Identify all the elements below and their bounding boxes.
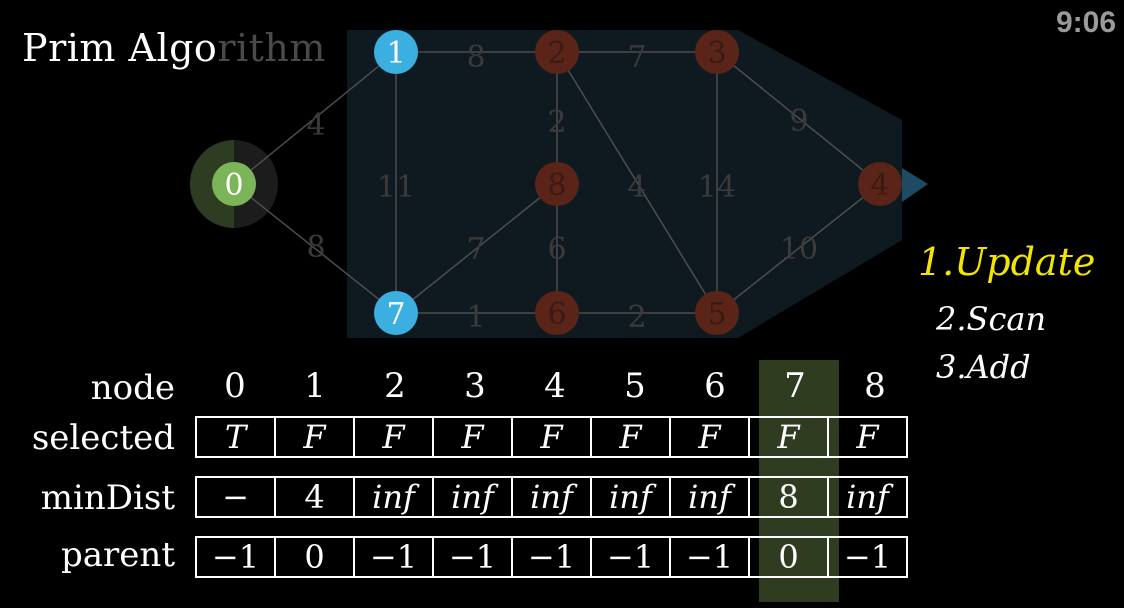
node-0: [212, 162, 256, 206]
edge-0-7: [233, 183, 397, 314]
node-2: [535, 30, 579, 74]
node-label-7: 7: [386, 297, 405, 332]
node-label-4: 4: [870, 168, 889, 203]
node-1: [374, 30, 418, 74]
mindist-cell: inf: [590, 476, 671, 518]
parent-cell: −1: [195, 536, 276, 578]
node-header-3: 3: [464, 366, 486, 406]
mindist-cell: inf: [827, 476, 908, 518]
parent-cell: −1: [353, 536, 434, 578]
node-group: 0 1 2 3 4 5 6 7 8: [212, 30, 902, 335]
edge-group: 4 8 8 11 7 2 4 9 14 10 2 1 6 7: [233, 40, 881, 335]
edge-weight-2-3: 7: [627, 40, 646, 75]
parent-cell: −1: [669, 536, 750, 578]
node-header-5: 5: [624, 366, 646, 406]
node-label-2: 2: [547, 36, 566, 71]
mindist-cell: inf: [353, 476, 434, 518]
parent-cell: −1: [432, 536, 513, 578]
node-header-1: 1: [304, 366, 326, 406]
selected-cell: F: [748, 416, 829, 458]
node-label-8: 8: [547, 168, 566, 203]
node-8: [535, 162, 579, 206]
edge-weight-1-7: 11: [377, 170, 415, 205]
node-header-0: 0: [224, 366, 246, 406]
node-header-8: 8: [864, 366, 886, 406]
selected-cell: T: [195, 416, 276, 458]
node-4: [858, 162, 902, 206]
step-update: 1.Update: [918, 240, 1096, 284]
mindist-cell: 4: [274, 476, 355, 518]
frontier-overlay: [347, 30, 902, 338]
edge-weight-3-4: 9: [789, 104, 808, 139]
node-label-0: 0: [224, 168, 243, 203]
node-6: [535, 291, 579, 335]
node-label-3: 3: [707, 36, 726, 71]
node-header-7: 7: [784, 366, 806, 406]
edge-7-8: [395, 183, 558, 314]
row-label-node: node: [90, 368, 175, 408]
edge-weight-0-1: 4: [306, 108, 325, 143]
edge-0-1: [233, 51, 397, 185]
mindist-cell: −: [195, 476, 276, 518]
selected-cell: F: [432, 416, 513, 458]
selected-cell: F: [274, 416, 355, 458]
selected-cell: F: [590, 416, 671, 458]
page-title: Prim Algorithm: [22, 26, 326, 70]
row-label-mindist: minDist: [40, 478, 175, 518]
node-7: [374, 291, 418, 335]
frontier-arrow: [902, 168, 928, 202]
edge-weight-4-5: 10: [780, 232, 818, 267]
mindist-cell: 8: [748, 476, 829, 518]
node-header-6: 6: [704, 366, 726, 406]
node-5: [695, 291, 739, 335]
selected-cell: F: [827, 416, 908, 458]
node-3: [695, 30, 739, 74]
edge-weight-2-5: 4: [627, 170, 646, 205]
step-add: 3.Add: [936, 348, 1031, 386]
mindist-cell: inf: [669, 476, 750, 518]
parent-cell: 0: [748, 536, 829, 578]
node-header-4: 4: [544, 366, 566, 406]
node-header-2: 2: [384, 366, 406, 406]
parent-cell: −1: [590, 536, 671, 578]
node-label-6: 6: [547, 297, 566, 332]
step-scan: 2.Scan: [936, 300, 1047, 338]
edge-weight-6-8: 6: [547, 232, 566, 267]
edge-weight-3-5: 14: [698, 170, 736, 205]
parent-cell: −1: [827, 536, 908, 578]
edge-weight-5-6: 2: [627, 300, 646, 335]
parent-cell: 0: [274, 536, 355, 578]
mindist-cell: inf: [511, 476, 592, 518]
timestamp: 9:06: [1055, 6, 1116, 39]
edge-weight-1-2: 8: [466, 40, 485, 75]
mindist-row: −4 inf inf inf inf inf 8 inf: [195, 476, 908, 518]
selected-cell: F: [353, 416, 434, 458]
edge-weight-7-8: 7: [466, 232, 485, 267]
selected-cell: F: [511, 416, 592, 458]
row-label-parent: parent: [61, 535, 175, 575]
selected-cell: F: [669, 416, 750, 458]
edge-weight-2-8: 2: [547, 105, 566, 140]
edge-weight-0-7: 8: [306, 230, 325, 265]
node-label-1: 1: [386, 36, 405, 71]
mindist-cell: inf: [432, 476, 513, 518]
edge-weight-6-7: 1: [466, 300, 485, 335]
node-label-5: 5: [707, 297, 726, 332]
edge-2-5: [556, 51, 718, 314]
edge-4-5: [716, 183, 881, 314]
parent-row: −1 0 −1 −1 −1 −1 −1 0 −1: [195, 536, 908, 578]
edge-3-4: [716, 51, 881, 185]
parent-cell: −1: [511, 536, 592, 578]
row-label-selected: selected: [31, 418, 175, 458]
